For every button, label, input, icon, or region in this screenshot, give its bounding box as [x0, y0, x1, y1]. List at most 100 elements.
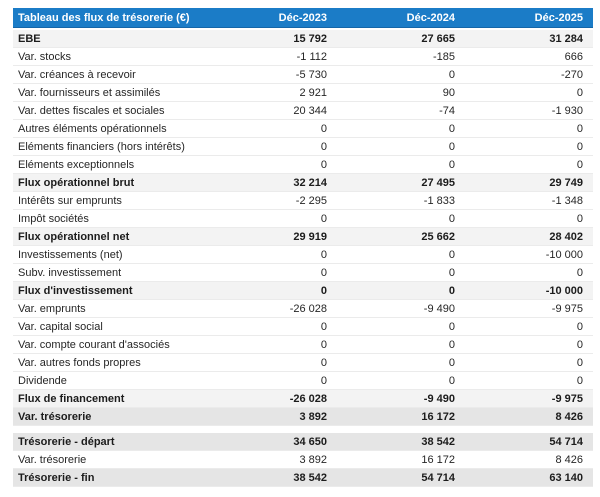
table-row: Eléments exceptionnels 0 0 0 — [13, 156, 593, 174]
column-header-dec-2024: Déc-2024 — [406, 11, 455, 24]
cell-dec-2023: 38 542 — [293, 471, 327, 484]
column-header-dec-2023: Déc-2023 — [278, 11, 327, 24]
cell-dec-2023: 0 — [320, 374, 327, 387]
cell-dec-2024: 25 662 — [421, 230, 455, 243]
cell-dec-2025: 0 — [576, 338, 583, 351]
table-row: Flux de financement -26 028 -9 490 -9 975 — [13, 390, 593, 408]
cell-dec-2024: -9 490 — [423, 302, 455, 315]
table-row: Intérêts sur emprunts -2 295 -1 833 -1 348 — [13, 192, 593, 210]
cell-dec-2024: 16 172 — [421, 453, 455, 466]
cell-dec-2025: 0 — [576, 86, 583, 99]
cell-dec-2025: 29 749 — [549, 176, 583, 189]
row-label: Var. trésorerie — [18, 410, 92, 423]
cell-dec-2024: 0 — [448, 320, 455, 333]
cell-dec-2025: -1 348 — [551, 194, 583, 207]
cell-dec-2024: 0 — [448, 140, 455, 153]
table-header-row: Tableau des flux de trésorerie (€) Déc-2… — [13, 8, 593, 28]
row-label: Intérêts sur emprunts — [18, 194, 122, 207]
cell-dec-2025: 0 — [576, 356, 583, 369]
cell-dec-2024: 27 665 — [421, 32, 455, 45]
cell-dec-2023: -2 295 — [295, 194, 327, 207]
row-label: Eléments exceptionnels — [18, 158, 135, 171]
cell-dec-2024: 0 — [448, 158, 455, 171]
cell-dec-2023: -26 028 — [289, 392, 327, 405]
cell-dec-2023: 29 919 — [293, 230, 327, 243]
cell-dec-2023: 15 792 — [293, 32, 327, 45]
table-row: Var. fournisseurs et assimilés 2 921 90 0 — [13, 84, 593, 102]
cell-dec-2024: -185 — [432, 50, 455, 63]
cell-dec-2025: 8 426 — [555, 410, 583, 423]
cell-dec-2025: 0 — [576, 320, 583, 333]
row-label: Var. trésorerie — [18, 453, 87, 466]
cell-dec-2024: 0 — [448, 248, 455, 261]
row-label: Var. autres fonds propres — [18, 356, 141, 369]
table-row: Var. dettes fiscales et sociales 20 344 -7… — [13, 102, 593, 120]
row-label: Subv. investissement — [18, 266, 122, 279]
cell-dec-2024: 54 714 — [421, 471, 455, 484]
cell-dec-2024: -74 — [439, 104, 455, 117]
row-label: Var. créances à recevoir — [18, 68, 136, 81]
table-row: Trésorerie - fin 38 542 54 714 63 140 — [13, 469, 593, 487]
row-label: Autres éléments opérationnels — [18, 122, 167, 135]
cell-dec-2025: 666 — [564, 50, 583, 63]
cell-dec-2025: -9 975 — [551, 302, 583, 315]
table-row: Dividende 0 0 0 — [13, 372, 593, 390]
table-row: Eléments financiers (hors intérêts) 0 0 0 — [13, 138, 593, 156]
cell-dec-2024: 38 542 — [421, 435, 455, 448]
cell-dec-2025: -1 930 — [551, 104, 583, 117]
table-row: Flux d'investissement 0 0 -10 000 — [13, 282, 593, 300]
cell-dec-2023: -5 730 — [295, 68, 327, 81]
cell-dec-2025: 0 — [576, 140, 583, 153]
table-row: Impôt sociétés 0 0 0 — [13, 210, 593, 228]
table-row: Var. créances à recevoir -5 730 0 -270 — [13, 66, 593, 84]
section-gap — [13, 426, 593, 433]
cell-dec-2023: 3 892 — [299, 453, 327, 466]
cell-dec-2024: 0 — [448, 284, 455, 297]
cell-dec-2023: 0 — [320, 122, 327, 135]
row-label: Flux opérationnel brut — [18, 176, 135, 189]
row-label: Trésorerie - fin — [18, 471, 95, 484]
cell-dec-2025: 0 — [576, 374, 583, 387]
row-label: Var. emprunts — [18, 302, 86, 315]
row-label: Impôt sociétés — [18, 212, 89, 225]
cell-dec-2025: -270 — [560, 68, 583, 81]
table-row: EBE 15 792 27 665 31 284 — [13, 30, 593, 48]
cell-dec-2023: 0 — [320, 212, 327, 225]
row-label: Flux de financement — [18, 392, 125, 405]
table-title: Tableau des flux de trésorerie (€) — [18, 11, 190, 24]
cell-dec-2025: -10 000 — [545, 248, 583, 261]
cell-dec-2024: -9 490 — [423, 392, 455, 405]
table-row: Var. trésorerie 3 892 16 172 8 426 — [13, 451, 593, 469]
cell-dec-2024: 16 172 — [421, 410, 455, 423]
cell-dec-2023: 0 — [320, 320, 327, 333]
cashflow-table: Tableau des flux de trésorerie (€) Déc-2… — [13, 8, 593, 487]
column-header-dec-2025: Déc-2025 — [534, 11, 583, 24]
cell-dec-2023: 32 214 — [293, 176, 327, 189]
table-body: EBE 15 792 27 665 31 284 Var. stocks -1 112 -1… — [13, 30, 593, 487]
row-label: Var. fournisseurs et assimilés — [18, 86, 161, 99]
cell-dec-2025: 8 426 — [555, 453, 583, 466]
cell-dec-2024: 0 — [448, 122, 455, 135]
cell-dec-2025: 54 714 — [549, 435, 583, 448]
table-row: Autres éléments opérationnels 0 0 0 — [13, 120, 593, 138]
cell-dec-2025: 0 — [576, 122, 583, 135]
cell-dec-2024: 0 — [448, 356, 455, 369]
cell-dec-2023: 3 892 — [299, 410, 327, 423]
table-row: Subv. investissement 0 0 0 — [13, 264, 593, 282]
cell-dec-2024: 90 — [442, 86, 455, 99]
cell-dec-2025: 31 284 — [549, 32, 583, 45]
cell-dec-2025: 0 — [576, 212, 583, 225]
table-row: Var. stocks -1 112 -185 666 — [13, 48, 593, 66]
cell-dec-2023: 34 650 — [293, 435, 327, 448]
cell-dec-2023: 0 — [320, 338, 327, 351]
table-row: Var. emprunts -26 028 -9 490 -9 975 — [13, 300, 593, 318]
cell-dec-2025: 28 402 — [549, 230, 583, 243]
cell-dec-2023: 0 — [320, 140, 327, 153]
row-label: Var. dettes fiscales et sociales — [18, 104, 165, 117]
row-label: Var. compte courant d'associés — [18, 338, 170, 351]
cell-dec-2023: -1 112 — [296, 50, 327, 63]
cell-dec-2023: 0 — [320, 266, 327, 279]
cell-dec-2025: 63 140 — [549, 471, 583, 484]
cell-dec-2023: 0 — [320, 248, 327, 261]
table-row: Var. capital social 0 0 0 — [13, 318, 593, 336]
